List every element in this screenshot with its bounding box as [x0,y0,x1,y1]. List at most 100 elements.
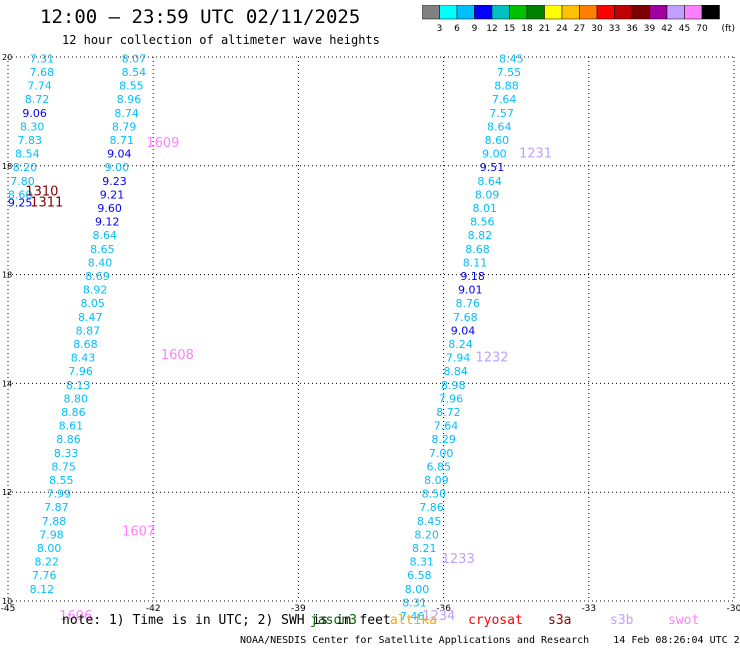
wave-height-point: 8.86 [56,433,81,446]
wave-height-point: 7.96 [68,365,93,378]
wave-height-point: 9.21 [100,188,125,201]
track-label: 1607 [122,525,155,540]
color-legend: 3 6 9 12 15 18 21 24 27 30 33 36 39 42 45 70 (ft) [422,5,736,34]
chart-title: 12:00 – 23:59 UTC 02/11/2025 [40,6,361,28]
wave-height-point: 8.00 [37,542,62,555]
wave-height-point: 9.01 [458,284,483,297]
credit-line: NOAA/NESDIS Center for Satellite Applica… [240,635,740,646]
satellite-jason3: jason3 [310,613,357,628]
wave-height-point: 9.00 [482,148,507,161]
x-tick-label: -30 [727,604,740,614]
wave-height-point: 8.76 [456,297,481,310]
wave-height-point: 8.65 [90,243,115,256]
wave-height-point: 8.55 [119,80,144,93]
footer-note: note: 1) Time is in UTC; 2) SWH is in fe… [62,613,391,628]
legend-label: 6 [454,24,460,34]
legend-label: 24 [556,24,568,34]
legend-label: 18 [521,24,533,34]
wave-height-point: 8.72 [436,406,461,419]
wave-height-point: 8.68 [465,243,490,256]
wave-height-point: 8.79 [112,120,137,133]
wave-height-point: 9.51 [480,161,505,174]
legend-label: 27 [574,24,585,34]
wave-height-point: 9.12 [95,216,120,229]
wave-height-point: 8.43 [71,352,96,365]
wave-height-point: 7.86 [419,501,444,514]
satellite-s3b: s3b [610,613,634,628]
track-label: 1231 [519,147,552,162]
chart-subtitle: 12 hour collection of altimeter wave hei… [62,33,380,47]
x-tick-label: -33 [581,604,596,614]
track-label: 1608 [161,348,194,363]
wave-height-point: 8.86 [61,406,86,419]
track-label: 1311 [30,196,63,211]
wave-height-point: 8.29 [431,433,456,446]
wave-height-point: 8.31 [410,556,435,569]
wave-height-point: 7.64 [434,420,459,433]
wave-height-point: 8.72 [25,93,50,106]
legend-label: 15 [504,24,515,34]
wave-height-point: 8.64 [477,175,502,188]
wave-height-point: 8.31 [402,596,427,609]
track-label: 1310 [25,185,58,200]
satellite-cryosat: cryosat [468,613,523,628]
wave-height-point: 9.18 [460,270,485,283]
wave-height-point: 8.92 [83,284,108,297]
legend-label: 45 [679,24,690,34]
wave-height-point: 7.80 [10,175,35,188]
track-label: 1233 [442,552,475,567]
wave-height-point: 8.74 [114,107,139,120]
wave-height-point: 9.04 [451,324,476,337]
wave-height-point: 7.74 [27,80,52,93]
wave-height-point: 8.00 [405,583,430,596]
wave-height-point: 8.61 [59,420,84,433]
wave-height-point: 8.33 [54,447,79,460]
wave-height-point: 6.58 [407,569,432,582]
wave-height-point: 7.68 [30,66,55,79]
legend-label: 70 [696,24,708,34]
wave-height-point: 8.24 [448,338,473,351]
wave-height-point: 8.45 [417,515,442,528]
wave-height-point: 8.21 [412,542,437,555]
wave-height-point: 8.60 [485,134,510,147]
wave-height-point: 8.68 [73,338,98,351]
wave-height-point: 8.07 [122,52,147,65]
wave-height-point: 7.88 [42,515,67,528]
track-label: 1232 [475,351,508,366]
y-tick-label: 14 [2,379,12,388]
wave-height-point: 8.50 [422,488,447,501]
wave-height-point: 8.09 [424,474,449,487]
wave-height-point: 8.20 [414,528,439,541]
wave-height-point: 8.40 [88,256,113,269]
wave-height-point: 7.99 [47,488,72,501]
wave-height-point: 7.55 [497,66,522,79]
wave-height-point: 9.00 [105,161,130,174]
track-label: 1609 [146,136,179,151]
wave-height-point: 8.69 [85,270,110,283]
wave-height-point: 8.87 [76,324,101,337]
wave-height-point: 8.56 [470,216,495,229]
x-tick-label: -42 [146,604,161,614]
y-tick-label: 10 [2,597,12,606]
wave-height-point: 8.54 [15,148,40,161]
legend-label: 12 [486,24,497,34]
x-tick-label: -39 [291,604,306,614]
legend-unit: (ft) [722,24,736,34]
wave-height-point: 8.64 [487,120,512,133]
wave-height-point: 8.96 [117,93,142,106]
wave-height-point: 7.76 [32,569,57,582]
wave-height-point: 7.94 [446,352,471,365]
wave-height-point: 7.98 [39,528,64,541]
wave-height-point: 9.04 [107,148,132,161]
x-tick-label: -45 [1,604,16,614]
wave-height-point: 8.12 [30,583,55,596]
wave-height-point: 8.05 [80,297,105,310]
y-tick-label: 12 [2,488,12,497]
legend-label: 39 [644,24,656,34]
wave-height-point: 8.09 [475,188,500,201]
legend-label: 3 [437,24,443,34]
wave-height-point: 9.60 [97,202,122,215]
legend-label: 36 [626,24,638,34]
wave-height-point: 8.45 [499,52,524,65]
wave-height-point: 7.46 [400,610,425,623]
